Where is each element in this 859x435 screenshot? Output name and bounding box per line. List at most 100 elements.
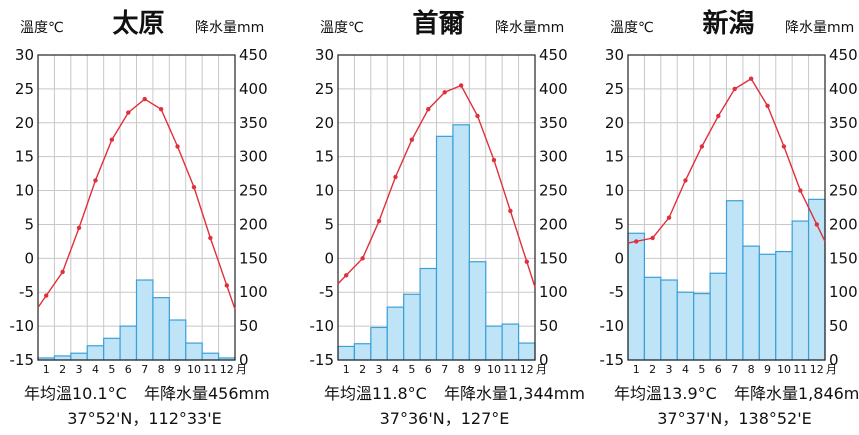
precip-tick-label: 450 [239, 46, 268, 64]
precip-tick-label: 350 [239, 114, 268, 132]
month-label: 12 [220, 363, 234, 376]
month-label: 1 [633, 363, 640, 376]
month-label: 1 [343, 363, 350, 376]
precip-tick-label: 100 [829, 283, 858, 301]
plot-frame [37, 54, 236, 361]
annual-temperature: 年均溫13.9°C [614, 384, 717, 403]
temperature-point [76, 225, 82, 231]
precip-bar [709, 272, 728, 361]
precip-tick-label: 150 [539, 249, 568, 267]
plot-frame [627, 54, 826, 361]
month-label: 5 [698, 363, 705, 376]
precip-axis-label: 降水量mm [785, 20, 854, 36]
temperature-point [765, 103, 770, 109]
temperature-point [732, 86, 737, 92]
chart-panel-2: 302520151050-5-10-1545040035030025020015… [310, 8, 585, 428]
precip-bar [517, 342, 536, 361]
temperature-point [93, 178, 98, 183]
precip-tick-label: 450 [829, 46, 858, 64]
month-label: 4 [392, 363, 399, 376]
temperature-point [781, 144, 787, 149]
station-title: 太原 [112, 9, 164, 39]
temperature-line [37, 98, 236, 310]
temperature-line [337, 84, 536, 288]
precip-tick-label: 400 [539, 80, 568, 98]
temp-tick-label: 25 [605, 80, 624, 98]
precip-bar [775, 250, 793, 361]
precip-bar [152, 297, 170, 361]
precip-tick-label: 450 [539, 46, 568, 64]
temperature-point [158, 107, 164, 112]
month-label: 12 [520, 363, 534, 376]
precip-bar [725, 200, 744, 361]
annual-precipitation: 年降水量1,846mm [734, 384, 859, 403]
temperature-point [508, 208, 513, 214]
temp-tick-label: 30 [605, 46, 624, 64]
precip-bar [370, 326, 388, 361]
month-label: 2 [649, 363, 656, 376]
precip-tick-label: 200 [829, 215, 858, 233]
precip-tick-label: 300 [539, 148, 568, 166]
precip-bar [201, 352, 220, 361]
precip-bar [119, 325, 138, 361]
temp-tick-label: 20 [605, 114, 624, 132]
month-unit-label: 月 [536, 363, 547, 376]
temperature-point [524, 259, 529, 264]
temperature-point [716, 113, 721, 119]
month-label: 9 [764, 363, 771, 376]
temp-tick-label: -15 [600, 351, 625, 369]
month-label: 3 [376, 363, 383, 376]
temp-axis-label: 溫度℃ [20, 20, 64, 36]
month-label: 3 [76, 363, 83, 376]
temperature-point [44, 293, 49, 298]
precip-bar [627, 232, 646, 361]
temp-tick-label: 10 [15, 182, 34, 200]
annual-temperature: 年均溫11.8°C [324, 384, 427, 403]
month-label: 11 [503, 363, 517, 376]
temp-tick-label: 30 [315, 46, 334, 64]
temp-tick-label: 0 [24, 249, 34, 267]
temperature-point [491, 157, 497, 163]
temp-tick-label: -15 [10, 351, 35, 369]
temperature-point [683, 178, 688, 183]
precip-tick-label: 50 [829, 317, 848, 335]
precip-axis-label: 降水量mm [495, 20, 564, 36]
temp-tick-label: 15 [15, 148, 34, 166]
temperature-point [666, 215, 672, 220]
temperature-point [458, 83, 464, 88]
station-coordinates: 37°52'N，112°33'E [67, 409, 222, 428]
precip-bar [485, 325, 503, 361]
precip-tick-label: 400 [239, 80, 268, 98]
temp-tick-label: 5 [324, 215, 334, 233]
month-label: 10 [187, 363, 201, 376]
precip-tick-label: 300 [829, 148, 858, 166]
temp-tick-label: -5 [319, 283, 334, 301]
temp-tick-label: -5 [609, 283, 624, 301]
month-label: 10 [777, 363, 791, 376]
plot-frame [337, 54, 536, 361]
temperature-point [442, 90, 447, 95]
precip-tick-label: 0 [829, 351, 839, 369]
temp-tick-label: 15 [315, 148, 334, 166]
precip-bar [337, 345, 356, 361]
temp-tick-label: 20 [315, 114, 334, 132]
month-label: 6 [425, 363, 432, 376]
temp-tick-label: 10 [315, 182, 334, 200]
month-unit-label: 月 [826, 363, 837, 376]
temperature-point [409, 137, 415, 142]
month-label: 6 [125, 363, 132, 376]
month-label: 3 [666, 363, 673, 376]
temperature-point [475, 113, 480, 119]
temp-tick-label: 30 [15, 46, 34, 64]
annual-precipitation: 年降水量1,344mm [444, 384, 585, 403]
temperature-point [109, 137, 115, 142]
precip-tick-label: 100 [239, 283, 268, 301]
precip-bar [419, 267, 438, 361]
precip-tick-label: 50 [239, 317, 258, 335]
month-label: 2 [359, 363, 366, 376]
temperature-point [426, 107, 431, 112]
month-label: 7 [441, 363, 448, 376]
temperature-point [748, 76, 754, 81]
station-coordinates: 37°37'N，138°52'E [657, 409, 812, 428]
precip-tick-label: 100 [539, 283, 568, 301]
